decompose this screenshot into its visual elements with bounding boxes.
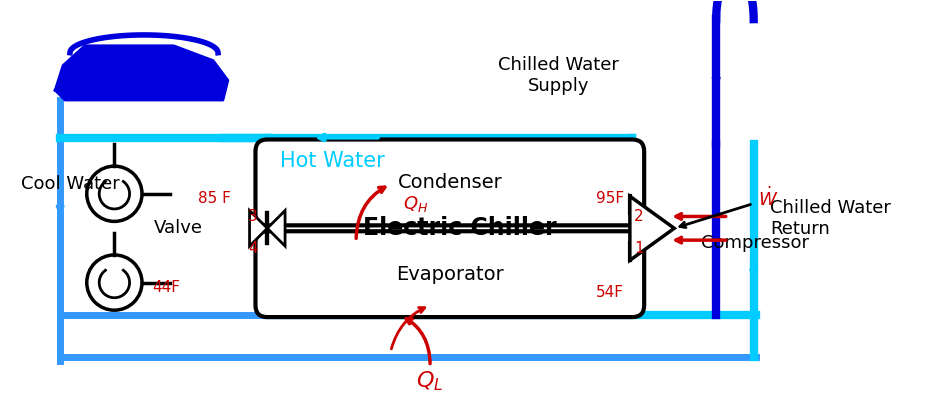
Text: Cool Water: Cool Water	[20, 175, 120, 193]
Text: Chilled Water
Return: Chilled Water Return	[769, 199, 890, 238]
Polygon shape	[55, 46, 228, 100]
Text: 4: 4	[248, 241, 257, 256]
Text: $Q_H$: $Q_H$	[402, 194, 427, 214]
Text: Valve: Valve	[154, 219, 203, 237]
Text: Hot Water: Hot Water	[280, 151, 385, 171]
Text: Condenser: Condenser	[397, 173, 502, 192]
Text: Compressor: Compressor	[701, 234, 808, 252]
Text: 95F: 95F	[595, 191, 623, 206]
Text: 1: 1	[634, 241, 643, 256]
FancyBboxPatch shape	[255, 231, 643, 317]
Polygon shape	[267, 210, 285, 246]
Text: $\dot{W}$: $\dot{W}$	[757, 187, 778, 210]
Polygon shape	[249, 210, 267, 246]
FancyBboxPatch shape	[255, 139, 643, 225]
Text: Chilled Water
Supply: Chilled Water Supply	[498, 56, 618, 95]
Polygon shape	[629, 196, 674, 260]
Text: 3: 3	[248, 209, 257, 224]
Text: Electric Chiller: Electric Chiller	[362, 216, 556, 240]
Text: 54F: 54F	[595, 285, 623, 300]
Text: $Q_L$: $Q_L$	[416, 370, 443, 393]
Text: 2: 2	[634, 209, 643, 224]
Text: Evaporator: Evaporator	[396, 265, 503, 284]
Text: 44F: 44F	[152, 280, 180, 295]
Text: 85 F: 85 F	[198, 191, 231, 206]
